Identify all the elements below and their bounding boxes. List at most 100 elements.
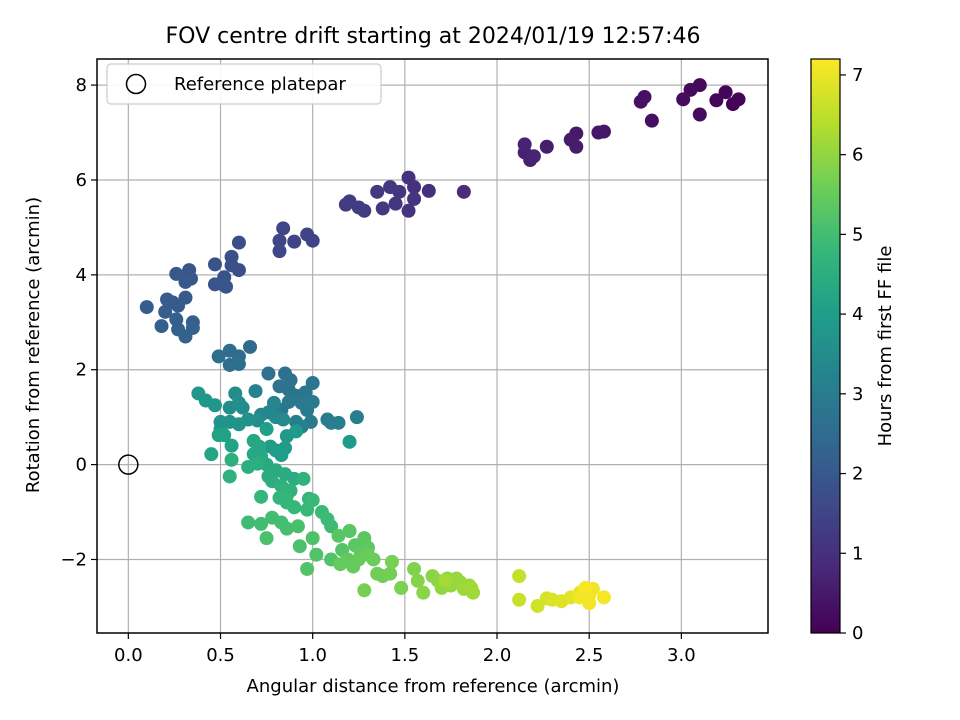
colorbar-label: Hours from first FF file — [875, 246, 896, 447]
colorbar-tick-label: 0 — [852, 623, 863, 644]
data-point — [272, 244, 287, 259]
data-point — [731, 92, 746, 107]
data-point — [261, 366, 276, 381]
data-point — [407, 191, 422, 206]
x-tick-label: 2.0 — [483, 645, 512, 666]
data-point — [421, 183, 436, 198]
data-point — [243, 339, 258, 354]
data-point — [349, 410, 364, 425]
data-point — [259, 531, 274, 546]
data-point — [254, 516, 269, 531]
data-point — [222, 469, 237, 484]
y-tick-label: 2 — [76, 360, 87, 381]
colorbar — [810, 58, 841, 634]
data-point — [530, 598, 545, 613]
y-tick-label: 4 — [76, 265, 87, 286]
x-tick-label: 1.5 — [391, 645, 420, 666]
data-point — [512, 592, 527, 607]
data-point — [300, 561, 315, 576]
data-point — [171, 298, 186, 313]
data-point — [383, 180, 398, 195]
data-point — [292, 539, 307, 554]
data-point — [375, 201, 390, 216]
data-point — [263, 439, 278, 454]
data-point — [241, 459, 256, 474]
data-point — [366, 552, 381, 567]
data-point — [139, 300, 154, 315]
data-point — [569, 139, 584, 154]
data-point — [211, 349, 226, 364]
data-point — [289, 424, 304, 439]
data-point — [342, 434, 357, 449]
legend-marker-icon — [125, 73, 147, 95]
data-point — [456, 184, 471, 199]
data-point — [276, 412, 291, 427]
data-point — [388, 196, 403, 211]
data-point — [582, 596, 597, 611]
legend-entry-reference-platepar: Reference platepar — [174, 74, 346, 95]
data-point — [259, 422, 274, 437]
y-tick-label: 6 — [76, 170, 87, 191]
data-point — [224, 249, 239, 264]
data-point — [591, 125, 606, 140]
data-point — [160, 292, 175, 307]
data-point — [222, 343, 237, 358]
y-axis-label: Rotation from reference (arcmin) — [23, 197, 44, 493]
data-point — [207, 277, 222, 292]
data-point — [401, 170, 416, 185]
data-point — [384, 554, 399, 569]
data-point — [633, 94, 648, 109]
data-point — [296, 471, 311, 486]
data-point — [279, 521, 294, 536]
data-point — [241, 515, 256, 530]
data-point — [416, 585, 431, 600]
data-point — [718, 85, 733, 100]
data-point — [154, 319, 169, 334]
data-point — [178, 274, 193, 289]
data-point — [231, 395, 246, 410]
data-point — [224, 452, 239, 467]
data-point — [512, 569, 527, 584]
data-point — [578, 580, 593, 595]
data-point — [539, 139, 554, 154]
data-point — [178, 329, 193, 344]
data-point — [300, 227, 315, 242]
colorbar-tick-label: 7 — [852, 65, 863, 86]
axes-frame — [96, 58, 769, 634]
data-points — [139, 78, 746, 613]
data-point — [394, 580, 409, 595]
grid-lines — [97, 59, 768, 633]
data-point — [338, 197, 353, 212]
data-point — [464, 580, 479, 595]
data-point — [401, 203, 416, 218]
data-point — [219, 279, 234, 294]
y-axis-ticks: −2 0 2 4 6 8 — [60, 75, 97, 570]
data-point — [644, 113, 659, 128]
x-tick-label: 2.5 — [575, 645, 604, 666]
data-point — [272, 233, 287, 248]
colorbar-tick-label: 5 — [852, 224, 863, 245]
data-point — [676, 92, 691, 107]
data-point — [305, 493, 320, 508]
data-point — [231, 235, 246, 250]
data-point — [248, 384, 263, 399]
data-point — [274, 448, 289, 463]
x-tick-label: 3.0 — [667, 645, 696, 666]
data-point — [231, 357, 246, 372]
colorbar-ticks: 0 1 2 3 4 5 6 7 — [840, 65, 863, 644]
data-point — [287, 500, 302, 515]
x-tick-label: 0.0 — [114, 645, 143, 666]
data-point — [526, 149, 541, 164]
y-tick-label: 0 — [76, 455, 87, 476]
y-tick-label: −2 — [60, 549, 87, 570]
legend: Reference platepar — [106, 63, 382, 105]
data-point — [333, 557, 348, 572]
y-tick-label: 8 — [76, 75, 87, 96]
data-point — [305, 394, 320, 409]
reference-point-marker — [118, 454, 139, 475]
data-point — [276, 221, 291, 236]
colorbar-tick-label: 1 — [852, 543, 863, 564]
data-point — [158, 304, 173, 319]
